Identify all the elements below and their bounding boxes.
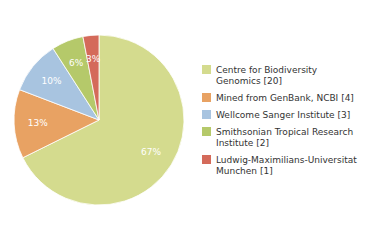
data-label: 3% — [86, 54, 101, 64]
legend-swatch — [202, 93, 211, 102]
legend-swatch — [202, 155, 211, 164]
legend-item: Wellcome Sanger Institute [3] — [202, 110, 350, 120]
legend-label: Ludwig-Maximilians-UniversitatMunchen [1… — [216, 155, 357, 176]
data-label: 6% — [69, 58, 84, 68]
legend-swatch — [202, 110, 211, 119]
legend-item: Ludwig-Maximilians-UniversitatMunchen [1… — [202, 155, 357, 176]
legend-swatch — [202, 127, 211, 136]
data-labels: 67% 13% 10% 6%3% — [28, 54, 162, 157]
data-label: 13% — [28, 118, 48, 128]
legend-label: Wellcome Sanger Institute [3] — [216, 110, 350, 120]
legend: Centre for BiodiversityGenomics [20] Mine… — [202, 65, 357, 176]
legend-label: Mined from GenBank, NCBI [4] — [216, 93, 354, 103]
data-label: 10% — [41, 76, 61, 86]
chart: 67% 13% 10% 6%3% Centre for BiodiversityGeno… — [0, 0, 380, 240]
pie-slice — [83, 35, 99, 120]
data-label: 67% — [141, 147, 161, 157]
legend-swatch — [202, 65, 211, 74]
legend-item: Smithsonian Tropical ResearchInstitute [… — [202, 127, 353, 148]
legend-label: Smithsonian Tropical ResearchInstitute [… — [216, 127, 353, 148]
pie — [14, 35, 184, 205]
legend-item: Centre for BiodiversityGenomics [20] — [202, 65, 318, 86]
legend-label: Centre for BiodiversityGenomics [20] — [216, 65, 318, 86]
legend-item: Mined from GenBank, NCBI [4] — [202, 93, 354, 103]
